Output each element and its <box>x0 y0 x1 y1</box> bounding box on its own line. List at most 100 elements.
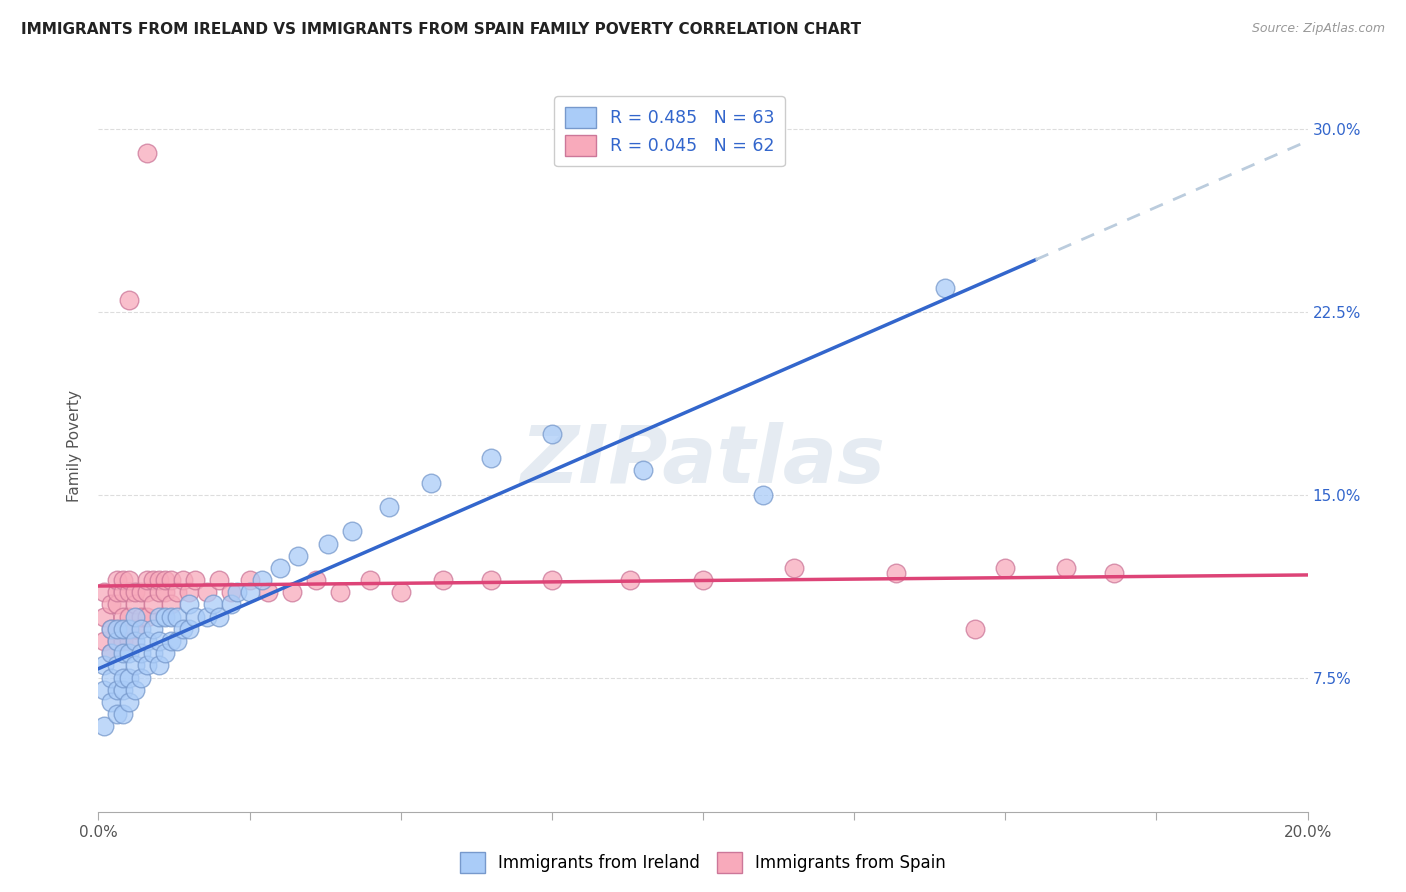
Point <box>105 634 128 648</box>
Point <box>111 646 134 660</box>
Point <box>540 426 562 441</box>
Point <box>129 671 152 685</box>
Point <box>287 549 309 563</box>
Legend: R = 0.485   N = 63, R = 0.045   N = 62: R = 0.485 N = 63, R = 0.045 N = 62 <box>554 96 785 167</box>
Point <box>153 609 176 624</box>
Point <box>1054 561 1077 575</box>
Point <box>118 622 141 636</box>
Point <box>148 573 170 587</box>
Point <box>105 707 128 722</box>
Point <box>221 585 243 599</box>
Point <box>124 598 146 612</box>
Point <box>142 646 165 660</box>
Point <box>93 609 115 624</box>
Point <box>100 622 122 636</box>
Point <box>124 585 146 599</box>
Point <box>135 146 157 161</box>
Point <box>93 658 115 673</box>
Point <box>142 573 165 587</box>
Point <box>124 622 146 636</box>
Point <box>160 609 183 624</box>
Point <box>118 646 141 660</box>
Point <box>105 585 128 599</box>
Point <box>93 585 115 599</box>
Point <box>184 573 207 587</box>
Point <box>195 585 218 599</box>
Point <box>886 566 908 580</box>
Point <box>153 573 176 587</box>
Point <box>100 695 122 709</box>
Point <box>179 598 201 612</box>
Point <box>420 475 443 490</box>
Text: ZIPatlas: ZIPatlas <box>520 422 886 500</box>
Point <box>105 622 128 636</box>
Point <box>111 707 134 722</box>
Point <box>166 585 188 599</box>
Point <box>135 573 157 587</box>
Point <box>281 585 304 599</box>
Point <box>118 634 141 648</box>
Point <box>481 573 503 587</box>
Point <box>93 634 115 648</box>
Point <box>135 634 157 648</box>
Point <box>135 609 157 624</box>
Point <box>377 500 399 514</box>
Point <box>692 573 714 587</box>
Point <box>93 682 115 697</box>
Point <box>153 646 176 660</box>
Point <box>221 598 243 612</box>
Point <box>226 585 249 599</box>
Point <box>148 658 170 673</box>
Point <box>934 280 956 294</box>
Text: IMMIGRANTS FROM IRELAND VS IMMIGRANTS FROM SPAIN FAMILY POVERTY CORRELATION CHAR: IMMIGRANTS FROM IRELAND VS IMMIGRANTS FR… <box>21 22 862 37</box>
Point <box>540 573 562 587</box>
Point <box>160 634 183 648</box>
Point <box>619 573 641 587</box>
Point <box>100 598 122 612</box>
Point <box>195 609 218 624</box>
Point <box>153 585 176 599</box>
Point <box>129 609 152 624</box>
Point <box>142 622 165 636</box>
Point <box>994 561 1017 575</box>
Point <box>118 671 141 685</box>
Point <box>166 634 188 648</box>
Point <box>93 719 115 733</box>
Point <box>166 609 188 624</box>
Point <box>1102 566 1125 580</box>
Point <box>124 609 146 624</box>
Point <box>111 609 134 624</box>
Point <box>184 609 207 624</box>
Point <box>179 622 201 636</box>
Point <box>329 585 352 599</box>
Point <box>111 682 134 697</box>
Point <box>129 646 152 660</box>
Point <box>256 585 278 599</box>
Point <box>389 585 412 599</box>
Point <box>239 573 262 587</box>
Point <box>208 609 231 624</box>
Point <box>752 488 775 502</box>
Point <box>342 524 364 539</box>
Point <box>100 622 122 636</box>
Point <box>148 609 170 624</box>
Point <box>111 585 134 599</box>
Point <box>105 658 128 673</box>
Point <box>316 536 339 550</box>
Point <box>105 682 128 697</box>
Point <box>305 573 328 587</box>
Point <box>100 646 122 660</box>
Point <box>172 573 194 587</box>
Point <box>135 585 157 599</box>
Point <box>100 646 122 660</box>
Point <box>118 585 141 599</box>
Point <box>208 573 231 587</box>
Point <box>105 622 128 636</box>
Point <box>129 585 152 599</box>
Point <box>360 573 382 587</box>
Point <box>432 573 454 587</box>
Point <box>100 671 122 685</box>
Point <box>135 658 157 673</box>
Point <box>111 671 134 685</box>
Point <box>105 634 128 648</box>
